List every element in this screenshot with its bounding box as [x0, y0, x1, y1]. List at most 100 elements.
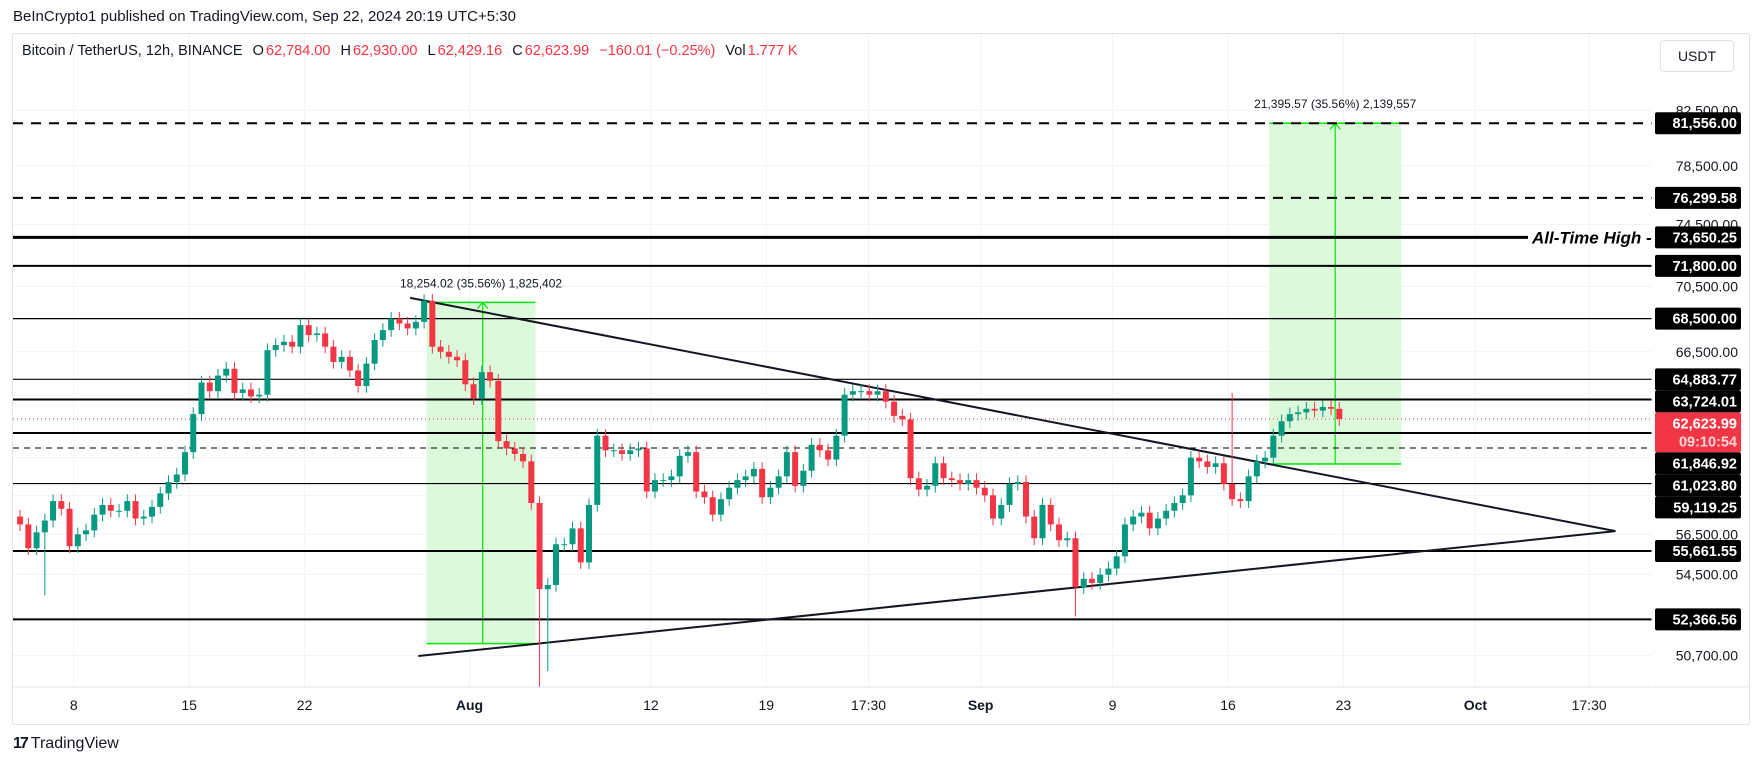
candle: [676, 449, 683, 484]
level-price-label-bg: [1655, 452, 1741, 475]
candle-body: [1270, 435, 1277, 458]
candle-body: [231, 368, 238, 393]
time-axis-tick: 12: [643, 697, 659, 713]
candle: [1039, 498, 1046, 546]
candle-body: [1138, 512, 1145, 517]
candle-body: [256, 394, 263, 397]
candle-body: [981, 487, 988, 496]
candle-body: [404, 323, 411, 329]
candle-body: [33, 532, 40, 549]
candle-body: [726, 487, 733, 500]
price-axis-tick: 78,500.00: [1676, 158, 1738, 174]
candle: [544, 578, 551, 672]
candle-body: [990, 495, 997, 519]
candle: [1204, 454, 1211, 474]
time-axis-tick: 15: [181, 697, 197, 713]
candle: [858, 384, 865, 398]
candle-body: [74, 534, 81, 547]
level-price-label-bg: [1655, 496, 1741, 519]
candle-body: [1105, 568, 1112, 575]
candle-body: [91, 514, 98, 531]
candle-body: [25, 524, 32, 549]
candle-body: [1278, 421, 1285, 436]
level-price-label-bg: [1655, 368, 1741, 391]
price-axis-tick: 50,700.00: [1676, 648, 1738, 664]
candle: [17, 509, 24, 532]
candle: [99, 498, 106, 522]
candle: [1187, 450, 1194, 503]
low-value: 62,429.16: [437, 43, 503, 59]
candle: [1253, 454, 1260, 484]
candle-body: [50, 501, 57, 521]
candle-body: [536, 503, 543, 590]
candle-body: [1262, 457, 1269, 462]
time-axis-tick: Oct: [1464, 697, 1488, 713]
current-price-label: 62,623.99 09:10:54: [1655, 412, 1741, 453]
candle: [388, 311, 395, 337]
time-axis-tick: 17:30: [851, 697, 886, 713]
tradingview-brand[interactable]: 17 TradingView: [13, 735, 119, 753]
candle: [734, 473, 741, 495]
candle-body: [899, 415, 906, 420]
candle-body: [182, 452, 188, 475]
price-range-box: [426, 302, 536, 644]
level-price-label: 52,366.56: [1655, 608, 1741, 631]
candle-body: [1064, 538, 1071, 541]
symbol-name[interactable]: Bitcoin / TetherUS, 12h, BINANCE: [22, 43, 243, 59]
volume-label: Vol: [725, 43, 746, 59]
candle: [454, 350, 461, 367]
candle: [371, 333, 378, 371]
candle: [767, 481, 774, 504]
candle-body: [17, 516, 24, 525]
level-price-label-text: 68,500.00: [1672, 312, 1737, 328]
candle-body: [635, 448, 642, 451]
candle-body: [495, 380, 502, 442]
candle: [924, 479, 931, 497]
level-price-label-text: 76,299.58: [1672, 191, 1737, 207]
current-price-label-bg: [1655, 412, 1741, 453]
candle-body: [1245, 476, 1252, 502]
candle-body: [396, 318, 403, 324]
candle-body: [1163, 510, 1170, 519]
candle: [1278, 414, 1285, 443]
candle-body: [1253, 461, 1260, 477]
candle: [1179, 488, 1186, 510]
candle-body: [454, 356, 461, 361]
candle-body: [99, 504, 106, 515]
candle-body: [107, 504, 114, 511]
candle: [487, 365, 494, 388]
candle: [841, 387, 848, 443]
candle-body: [553, 544, 560, 585]
price-axis-tick: 66,500.00: [1676, 344, 1738, 360]
candle: [668, 469, 675, 487]
candle: [1270, 428, 1277, 465]
candle-body: [421, 300, 428, 322]
candle: [553, 537, 560, 592]
candle-body: [388, 318, 395, 331]
candle: [338, 350, 345, 369]
candle-body: [478, 372, 485, 399]
candle-body: [58, 501, 65, 509]
arrow-head-icon: [477, 301, 489, 309]
candle: [272, 338, 279, 357]
price-axis-tick: 56,500.00: [1676, 526, 1738, 542]
time-axis-tick: 9: [1109, 697, 1117, 713]
candle-body: [1039, 504, 1046, 539]
candle-body: [594, 435, 601, 505]
candle: [1163, 504, 1170, 526]
candle-body: [717, 499, 724, 515]
candle: [1220, 456, 1227, 491]
level-price-label-bg: [1655, 474, 1741, 497]
triangle-upper-trendline: [409, 296, 1616, 533]
candle-body: [602, 435, 609, 451]
candle: [1303, 402, 1310, 420]
candle: [83, 523, 90, 542]
currency-button[interactable]: USDT: [1660, 40, 1734, 72]
candle-body: [1220, 463, 1227, 484]
candle-body: [651, 480, 658, 492]
candle: [214, 368, 221, 398]
candle-body: [429, 300, 436, 347]
level-price-label: 63,724.01: [1655, 390, 1741, 413]
candle-body: [577, 528, 584, 563]
